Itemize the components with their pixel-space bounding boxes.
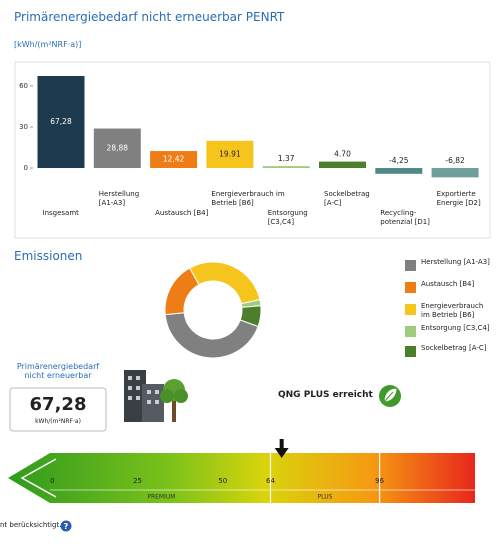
legend-swatch: [405, 282, 416, 293]
bar-panel: [14, 61, 491, 239]
x-tick-label: Entsorgung [C3,C4]: [267, 209, 308, 226]
title: Primärenergiebedarf nicht erneuerbar PEN…: [14, 10, 285, 24]
legend-label: Energieverbrauch im Betrieb [B6]: [421, 302, 484, 319]
indicator-box: [9, 387, 107, 432]
value-label: 4.70: [334, 150, 351, 159]
bar: [375, 168, 423, 174]
gauge-pointer: [274, 439, 289, 458]
y-tick-label: 60: [19, 82, 28, 90]
donut-segment: [189, 261, 261, 305]
value-label: 1.37: [278, 154, 295, 163]
donut-segment: [239, 305, 262, 328]
help-icon-mark[interactable]: ?: [64, 522, 69, 531]
x-tick-label: Austausch [B4]: [155, 209, 209, 217]
x-tick-label: Sockelbetrag [A-C]: [324, 190, 370, 207]
legend-label: Herstellung [A1-A3]: [421, 258, 490, 266]
indicator-value: 67,28: [29, 394, 87, 415]
x-tick-label: 25: [133, 477, 142, 485]
tree-icon: [160, 379, 188, 422]
x-tick-label: Energieverbrauch im Betrieb [B6]: [211, 190, 285, 207]
value-label: 67,28: [50, 117, 72, 126]
section-title: Emissionen: [14, 249, 83, 263]
bar: [431, 168, 479, 178]
value-label: -4,25: [389, 156, 409, 165]
building-icon: [124, 370, 164, 422]
band-label: PLUS: [318, 494, 333, 501]
y-tick-label: 30: [19, 123, 28, 131]
gauge-band: [8, 453, 475, 503]
bar: [319, 161, 366, 169]
legend-swatch: [405, 346, 416, 357]
bar: [37, 76, 85, 169]
value-label: 19.91: [219, 149, 241, 158]
bar: [206, 140, 254, 169]
legend-swatch: [405, 304, 416, 315]
legend-label: Austausch [B4]: [421, 280, 475, 288]
x-tick-label: 50: [218, 477, 227, 485]
x-tick-label: Exportierte Energie [D2]: [436, 190, 481, 207]
legend-label: Sockelbetrag [A-C]: [421, 344, 487, 352]
x-tick-label: 0: [50, 477, 54, 485]
indicator-unit: kWh/(m²NRF·a): [35, 418, 81, 425]
x-tick-label: Insgesamt: [42, 209, 79, 217]
certification: QNG PLUS erreicht: [278, 390, 373, 400]
footer: nt berücksichtigt.: [0, 521, 62, 529]
help-icon[interactable]: [60, 520, 72, 532]
unit: [kWh/(m²NRF·a)]: [14, 40, 82, 49]
legend-label: Entsorgung [C3,C4]: [421, 324, 490, 332]
x-tick-label: Herstellung [A1-A3]: [98, 190, 140, 207]
leaf-icon: [379, 385, 401, 407]
gauge-outline: [20, 458, 57, 498]
bar: [150, 151, 198, 169]
value-label: -6,82: [445, 156, 465, 165]
y-tick-label: 0: [24, 164, 28, 172]
band-label: PREMIUM: [147, 494, 175, 501]
indicator-label: Primärenergiebedarf nicht erneuerbar: [16, 362, 100, 380]
legend-swatch: [405, 260, 416, 271]
legend-swatch: [405, 326, 416, 337]
bar: [262, 166, 310, 169]
bar: [93, 128, 141, 169]
value-label: 28,88: [107, 143, 129, 152]
donut-segment: [164, 312, 259, 359]
x-tick-label: Recycling-potenzial [D1]: [380, 209, 430, 226]
value-label: 12,42: [163, 155, 185, 164]
